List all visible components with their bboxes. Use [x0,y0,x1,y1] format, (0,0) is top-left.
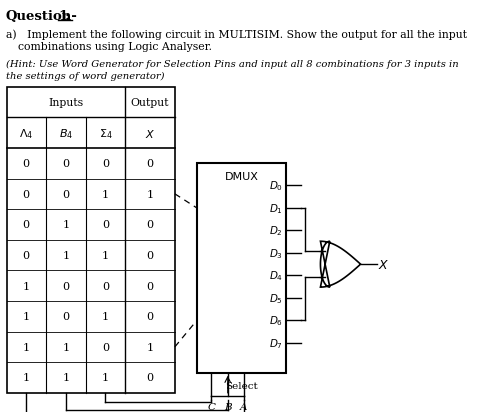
Text: 0: 0 [102,220,109,230]
Text: $B_4$: $B_4$ [59,126,73,140]
Text: $D_4$: $D_4$ [268,269,283,282]
Text: 0: 0 [23,159,30,169]
Text: 0: 0 [102,281,109,291]
Bar [197,164,286,373]
Text: :: : [64,10,69,23]
Text: 0: 0 [146,159,153,169]
Text: 0: 0 [23,250,30,261]
Polygon shape [320,242,360,287]
Text: 0: 0 [62,190,69,199]
Text: Output: Output [131,98,169,108]
Text: 1: 1 [23,373,30,382]
Text: 1: 1 [62,250,69,261]
Text: 1: 1 [23,311,30,321]
Text: C: C [207,402,215,411]
Text: A: A [240,402,247,411]
Text: 1: 1 [102,190,109,199]
Text: 0: 0 [146,250,153,261]
Text: 1: 1 [146,190,153,199]
Text: Inputs: Inputs [48,98,83,108]
Text: $D_6$: $D_6$ [268,314,283,328]
Text: 0: 0 [146,220,153,230]
Text: 0: 0 [102,159,109,169]
Text: $D_5$: $D_5$ [269,291,283,305]
Text: 1: 1 [146,342,153,352]
Text: $D_0$: $D_0$ [268,179,283,193]
Text: 0: 0 [102,342,109,352]
Text: $\Sigma_4$: $\Sigma_4$ [98,126,112,140]
Text: 0: 0 [146,373,153,382]
Text: 1: 1 [102,250,109,261]
Text: 1: 1 [62,342,69,352]
Text: Select: Select [225,381,257,390]
Text: 0: 0 [23,220,30,230]
Text: 1: 1 [62,220,69,230]
Text: $D_2$: $D_2$ [269,224,283,238]
Text: 1: 1 [102,373,109,382]
Text: $D_7$: $D_7$ [269,336,283,350]
Text: 0: 0 [23,190,30,199]
Text: (Hint: Use Word Generator for Selection Pins and input all 8 combinations for 3 : (Hint: Use Word Generator for Selection … [6,59,457,69]
Text: 1: 1 [102,311,109,321]
Text: B: B [224,402,231,411]
Text: 0: 0 [62,281,69,291]
Text: 0: 0 [146,281,153,291]
Text: $X$: $X$ [145,127,155,139]
Text: $\it{X}$: $\it{X}$ [378,258,389,271]
Text: 0: 0 [146,311,153,321]
Text: 1: 1 [23,281,30,291]
Text: combinations using Logic Analyser.: combinations using Logic Analyser. [18,42,212,52]
Text: 0: 0 [62,159,69,169]
Text: the settings of word generator): the settings of word generator) [6,71,164,81]
Bar [6,88,175,393]
Text: 1: 1 [62,373,69,382]
Text: DMUX: DMUX [224,172,258,182]
Text: a)   Implement the following circuit in MULTISIM. Show the output for all the in: a) Implement the following circuit in MU… [6,30,466,40]
Text: $\Lambda_4$: $\Lambda_4$ [19,126,33,140]
Text: 1: 1 [23,342,30,352]
Text: Question-: Question- [6,10,77,23]
Text: $D_1$: $D_1$ [269,202,283,215]
Text: $D_3$: $D_3$ [269,247,283,260]
Text: 0: 0 [62,311,69,321]
Text: 1: 1 [59,10,68,23]
